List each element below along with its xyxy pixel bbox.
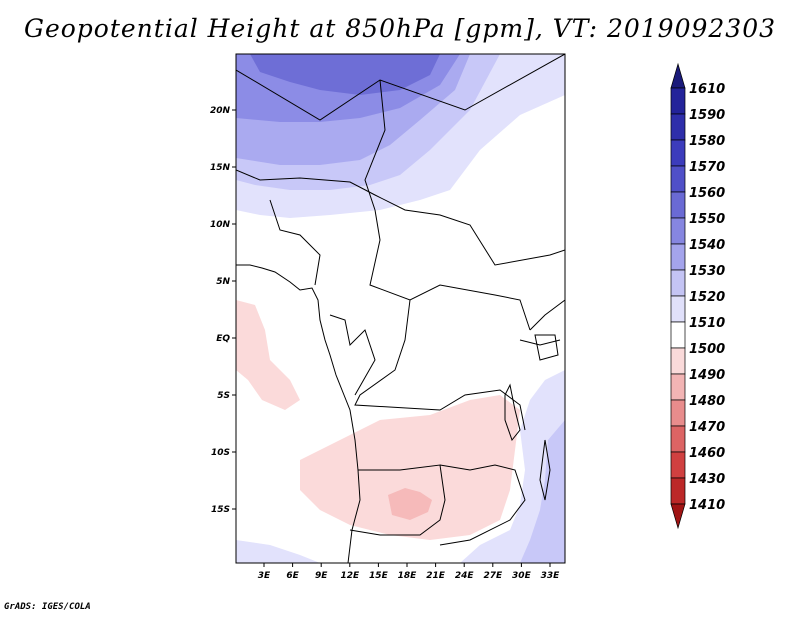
colorbar-label: 1510 bbox=[689, 316, 725, 331]
colorbar-label: 1430 bbox=[689, 472, 725, 487]
border-south-1 bbox=[349, 464, 446, 536]
lon-label: 3E bbox=[258, 571, 271, 581]
colorbar-label: 1610 bbox=[689, 82, 725, 97]
colorbar-label: 1560 bbox=[689, 186, 725, 201]
border-east bbox=[529, 299, 565, 331]
colorbar-label: 1550 bbox=[689, 212, 725, 227]
field-south-1520 bbox=[236, 540, 320, 563]
lon-label: 15E bbox=[369, 571, 389, 581]
colorbar-box bbox=[670, 191, 686, 219]
colorbar-label: 1580 bbox=[689, 134, 725, 149]
colorbar-label: 1540 bbox=[689, 238, 725, 253]
grads-credit: GrADS: IGES/COLA bbox=[4, 602, 91, 612]
colorbar-box bbox=[670, 113, 686, 141]
lon-label: 24E bbox=[455, 571, 475, 581]
colorbar-label: 1520 bbox=[689, 290, 725, 305]
colorbar-box bbox=[670, 87, 686, 115]
colorbar-label: 1530 bbox=[689, 264, 725, 279]
lat-label: 10S bbox=[211, 448, 230, 458]
border-mid-3 bbox=[329, 314, 376, 396]
field-south-1490 bbox=[388, 488, 432, 520]
border-mid-2 bbox=[369, 209, 531, 331]
colorbar-label: 1590 bbox=[689, 108, 725, 123]
colorbar-box bbox=[670, 295, 686, 323]
map-panel: 20N 15N 10N 5N EQ 5S 10S 15S 3E 6E 9E 12E 15E 18E 21E… bbox=[210, 53, 566, 581]
colorbar-label: 1410 bbox=[689, 498, 725, 513]
lat-label: 15N bbox=[210, 163, 231, 173]
lake-tanganyika bbox=[504, 383, 521, 442]
lon-label: 18E bbox=[398, 571, 418, 581]
border-mid-1 bbox=[269, 199, 321, 286]
colorbar-box bbox=[670, 399, 686, 427]
map-frame bbox=[235, 53, 566, 564]
colorbar-box bbox=[670, 165, 686, 193]
border-east-2 bbox=[519, 339, 561, 346]
colorbar-label: 1500 bbox=[689, 342, 725, 357]
lon-label: 9E bbox=[315, 571, 328, 581]
lat-label: 10N bbox=[210, 220, 231, 230]
country-borders bbox=[236, 54, 565, 563]
border-north-2 bbox=[364, 79, 386, 211]
colorbar-box bbox=[670, 321, 686, 349]
lake-malawi bbox=[539, 439, 551, 501]
colorbar-box bbox=[670, 139, 686, 167]
colorbar-box bbox=[670, 217, 686, 245]
colorbar-bottom-arrow bbox=[670, 503, 686, 530]
lat-label: 15S bbox=[211, 505, 230, 515]
lon-label: 30E bbox=[512, 571, 532, 581]
chart-title: Geopotential Height at 850hPa [gpm], VT:… bbox=[23, 14, 777, 43]
lon-label: 12E bbox=[340, 571, 360, 581]
lon-label: 33E bbox=[541, 571, 561, 581]
border-congo bbox=[354, 299, 526, 431]
border-sahel bbox=[236, 169, 565, 266]
lon-axis: 3E 6E 9E 12E 15E 18E 21E 24E 27E 30E 33E bbox=[258, 563, 560, 581]
field-south-1500 bbox=[300, 395, 520, 540]
field-east-1530 bbox=[520, 420, 565, 563]
lon-label: 21E bbox=[426, 571, 446, 581]
colorbar-box bbox=[670, 269, 686, 297]
colorbar-label: 1480 bbox=[689, 394, 725, 409]
lat-label: EQ bbox=[216, 334, 230, 344]
colorbar-box bbox=[670, 425, 686, 453]
shaded-field bbox=[236, 54, 565, 563]
lat-label: 5N bbox=[216, 277, 230, 287]
lat-axis: 20N 15N 10N 5N EQ 5S 10S 15S bbox=[210, 106, 236, 515]
lon-label: 6E bbox=[286, 571, 299, 581]
colorbar-top-arrow bbox=[670, 62, 686, 89]
colorbar-box bbox=[670, 477, 686, 505]
colorbar-label: 1570 bbox=[689, 160, 725, 175]
colorbar-box bbox=[670, 243, 686, 271]
border-south-2 bbox=[439, 464, 526, 546]
colorbar-label: 1460 bbox=[689, 446, 725, 461]
colorbar-box bbox=[670, 347, 686, 375]
field-west-1500 bbox=[236, 300, 300, 410]
colorbar-label: 1490 bbox=[689, 368, 725, 383]
lat-label: 5S bbox=[217, 391, 230, 401]
lon-label: 27E bbox=[483, 571, 503, 581]
colorbar-label: 1470 bbox=[689, 420, 725, 435]
colorbar: 1610 1590 1580 1570 1560 1550 1540 1530 1520 1510… bbox=[670, 62, 725, 530]
colorbar-box bbox=[670, 373, 686, 401]
lat-label: 20N bbox=[210, 106, 231, 116]
lake-victoria bbox=[534, 334, 559, 361]
colorbar-box bbox=[670, 451, 686, 479]
